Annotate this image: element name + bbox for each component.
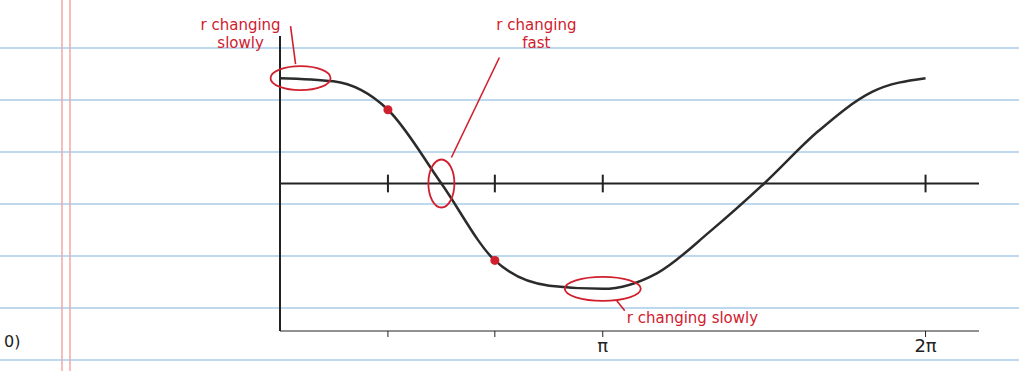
svg-text:r changingfast: r changingfast (496, 16, 576, 52)
html-text:0): 0) (4, 332, 21, 351)
svg-text:π: π (597, 335, 608, 356)
svg-text:2π: 2π (914, 335, 936, 356)
svg-text:r changing slowly: r changing slowly (627, 309, 758, 327)
svg-text:r changingslowly: r changingslowly (201, 16, 281, 52)
